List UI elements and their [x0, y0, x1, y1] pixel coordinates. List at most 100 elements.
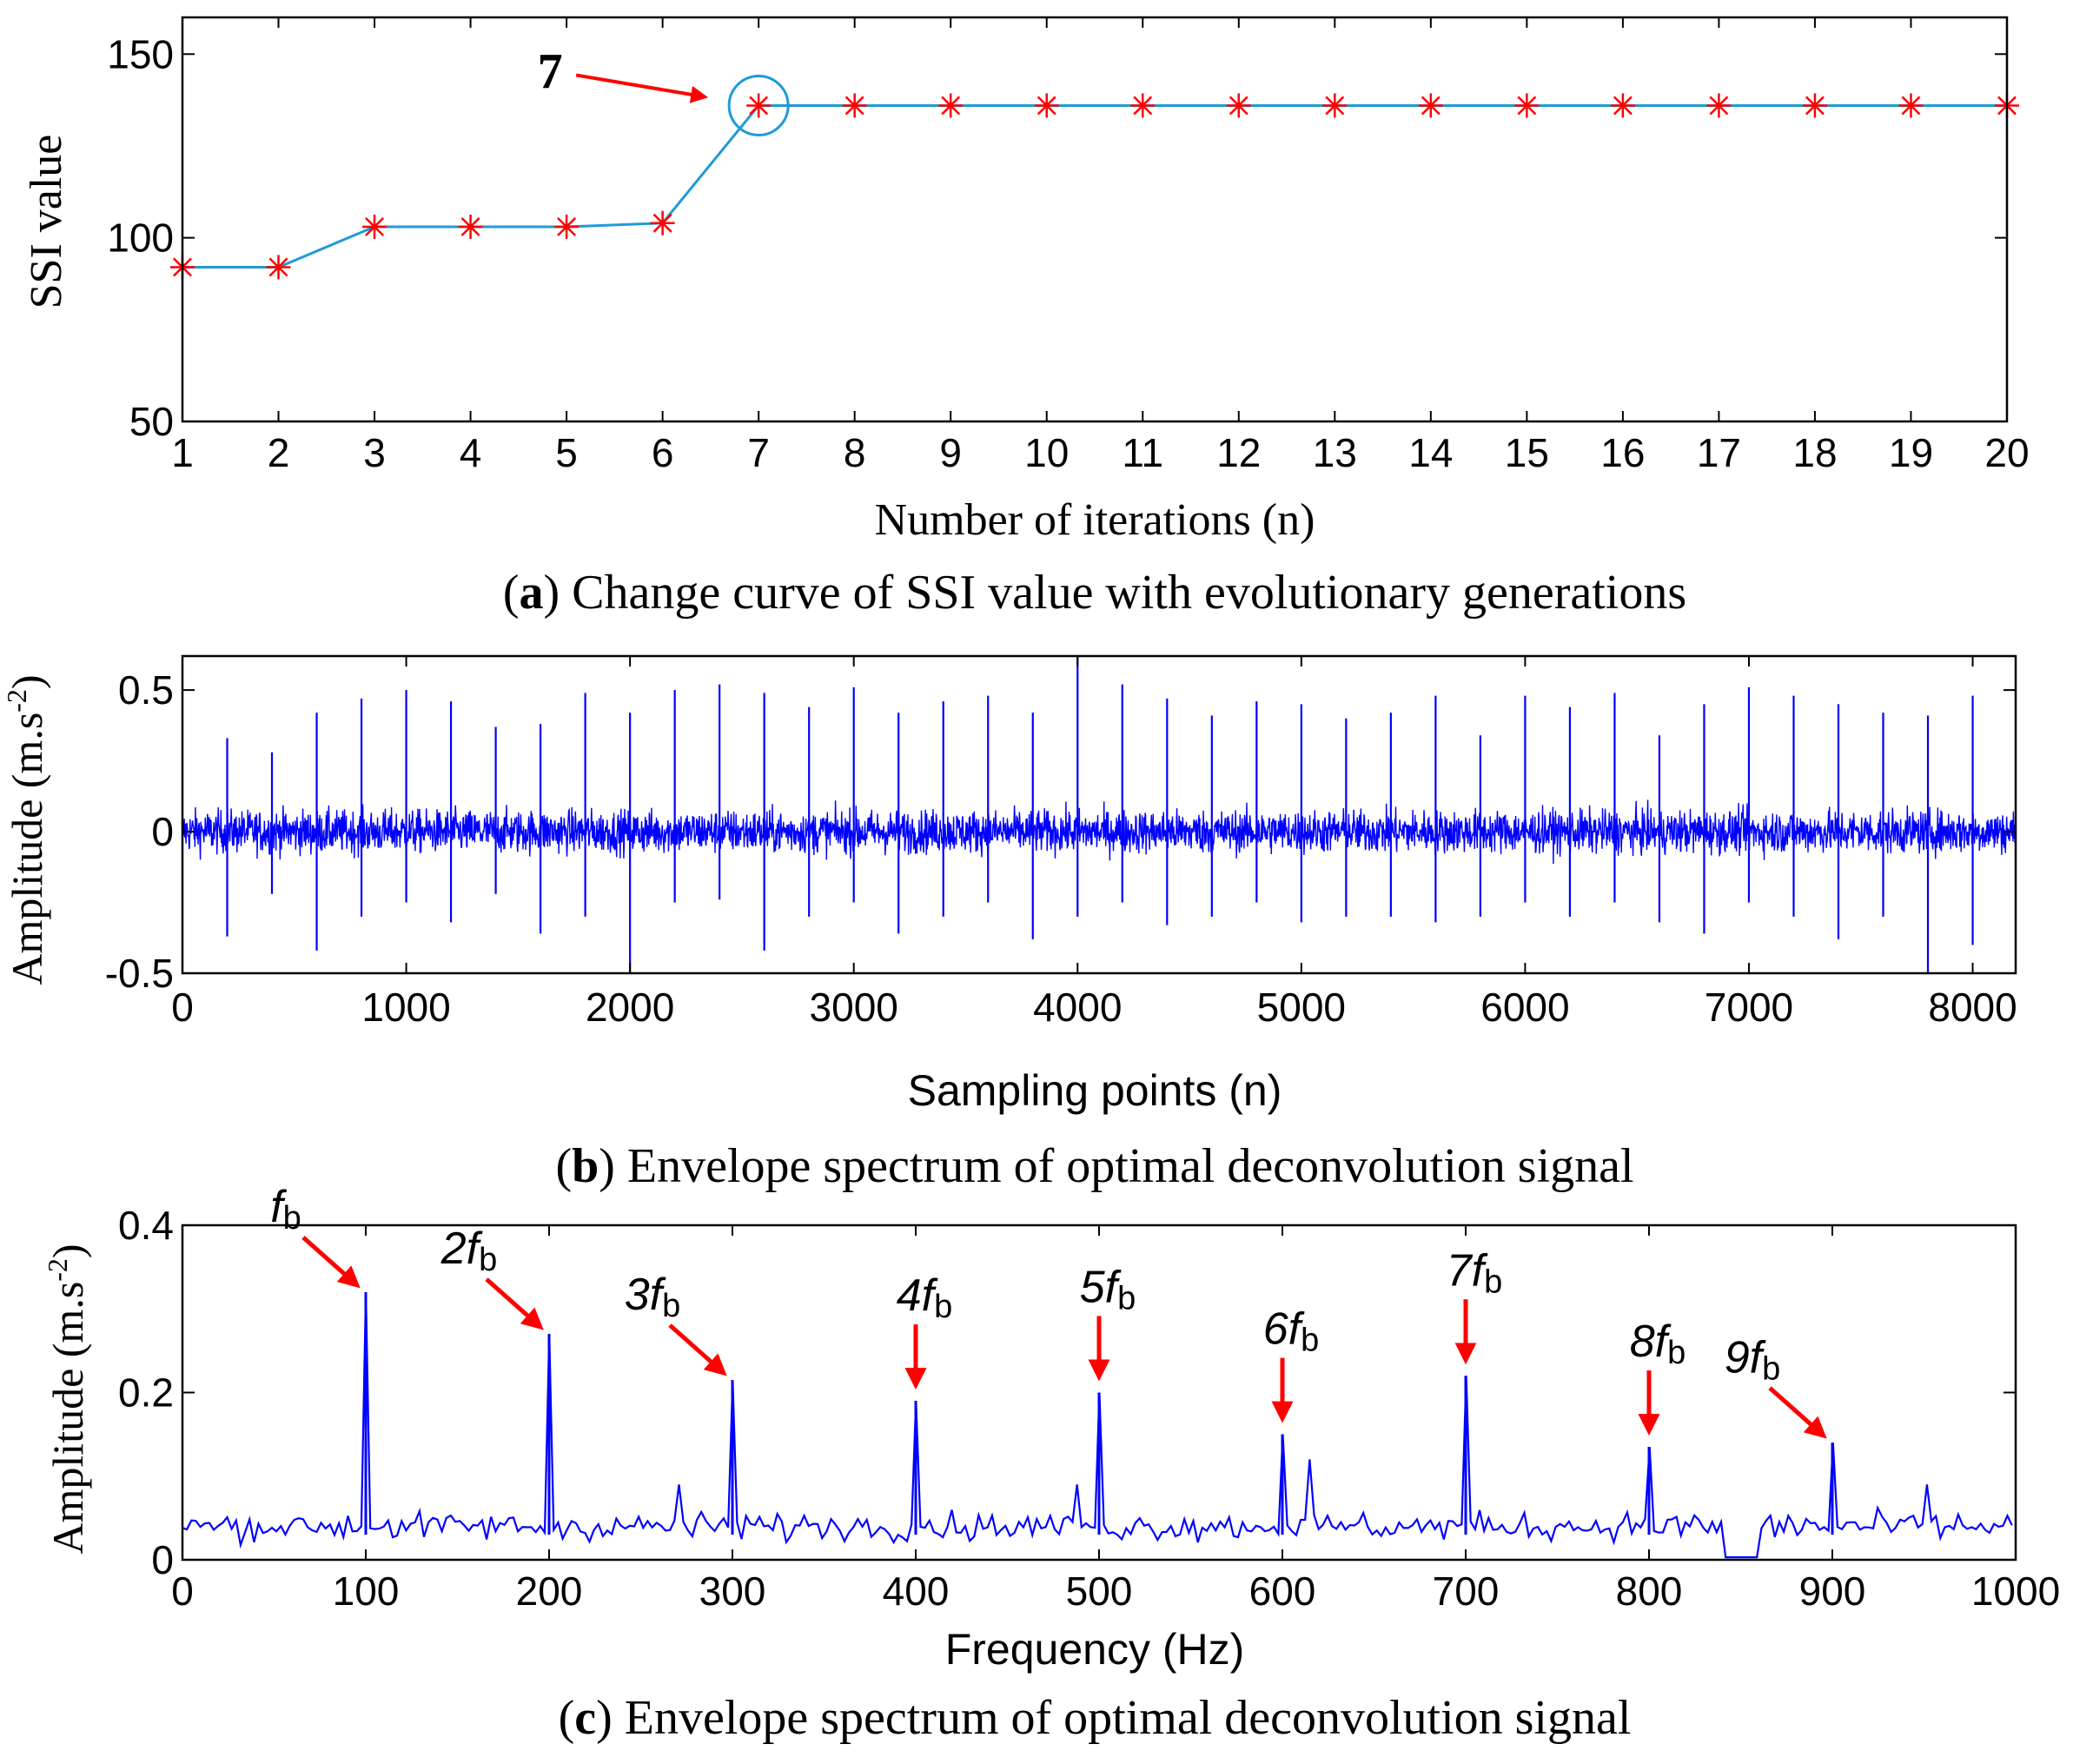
ssi-y-ticks: 50 100 150 [107, 31, 2007, 444]
ssi-point-marker [1802, 93, 1827, 118]
spectrum-y-tick-label: 0.2 [118, 1370, 174, 1416]
spectrum-x-tick-label: 900 [1799, 1568, 1866, 1614]
ssi-point-marker [1226, 93, 1251, 118]
ssi-axes-frame [181, 16, 2009, 423]
signal-y-tick-label: -0.5 [105, 951, 174, 996]
signal-x-tick-label: 5000 [1257, 985, 1346, 1030]
signal-x-tick-label: 2000 [586, 985, 674, 1030]
ssi-x-label: Number of iterations (n) [875, 495, 1315, 545]
ssi-x-tick-label: 4 [460, 430, 482, 475]
spectrum-x-tick-label: 400 [883, 1568, 950, 1614]
peak-label: 2fb [440, 1224, 498, 1278]
peak-label: 7fb [1447, 1245, 1503, 1300]
peak-label: 9fb [1725, 1332, 1781, 1387]
ssi-x-tick-label: 11 [1122, 430, 1163, 475]
spectrum-trace [182, 1291, 2013, 1559]
signal-y-tick-label: 0.5 [118, 667, 174, 713]
ssi-point-marker [1514, 93, 1540, 118]
ssi-x-tick-label: 2 [268, 430, 290, 475]
signal-x-tick-label: 7000 [1705, 985, 1793, 1030]
ssi-point-marker [362, 214, 387, 239]
signal-plot-area [182, 656, 2016, 973]
signal-noise-trace [182, 799, 2016, 865]
peak-arrow [485, 1277, 544, 1330]
ssi-point-marker [266, 255, 291, 280]
signal-x-label: Sampling points (n) [908, 1066, 1282, 1115]
spectrum-plot-area [182, 1291, 2013, 1559]
ssi-point-marker [1610, 93, 1635, 118]
spectrum-y-tick-label: 0 [151, 1537, 174, 1582]
ssi-point-marker [1418, 93, 1443, 118]
ssi-point-marker [1130, 93, 1156, 118]
spectrum-y-ticks: 0 0.2 0.4 [118, 1203, 2016, 1582]
ssi-y-tick-label: 50 [129, 399, 174, 444]
ssi-x-tick-label: 14 [1408, 430, 1453, 475]
spectrum-x-tick-label: 300 [699, 1568, 766, 1614]
signal-axes-frame [181, 654, 2017, 975]
signal-y-ticks: -0.5 0 0.5 [105, 667, 2016, 996]
ssi-point-marker [746, 93, 772, 118]
peak-arrow [301, 1236, 361, 1289]
spectrum-y-label: Amplitude (m.s-2) [42, 1243, 92, 1554]
spectrum-x-tick-label: 200 [516, 1568, 583, 1614]
peak-label: 5fb [1080, 1263, 1136, 1317]
signal-y-tick-label: 0 [151, 809, 174, 854]
spectrum-x-label: Frequency (Hz) [945, 1625, 1245, 1674]
ssi-x-tick-label: 7 [747, 430, 770, 475]
ssi-x-tick-label: 19 [1889, 430, 1933, 475]
ssi-x-tick-label: 10 [1024, 430, 1069, 475]
ssi-x-tick-label: 20 [1984, 430, 2029, 475]
peak-label: 8fb [1630, 1316, 1686, 1371]
spectrum-x-tick-label: 0 [171, 1568, 194, 1614]
ssi-point-marker [650, 210, 675, 235]
ssi-y-tick-label: 150 [107, 31, 174, 76]
ssi-x-tick-label: 17 [1697, 430, 1741, 475]
ssi-series-line [182, 103, 2007, 269]
ssi-x-ticks: 1 2 3 4 5 6 7 8 9 10 11 12 13 14 15 16 17 18 19 20 [171, 17, 2030, 475]
ssi-y-tick-label: 100 [107, 216, 174, 261]
ssi-x-tick-label: 1 [171, 430, 194, 475]
ssi-point-marker [1898, 93, 1924, 118]
optimum-arrow [575, 73, 709, 103]
spectrum-peak-annotations: fb 2fb 3fb 4fb 5fb 6fb 7fb 8fb 9fb [270, 1182, 1827, 1439]
ssi-x-tick-label: 9 [939, 430, 962, 475]
signal-x-tick-label: 1000 [361, 985, 450, 1030]
ssi-point-marker [1034, 93, 1059, 118]
panel-b: 0 1000 2000 3000 4000 5000 6000 7000 8000 -0.500… [1, 654, 2017, 1193]
signal-x-tick-label: 8000 [1928, 985, 2017, 1030]
optimum-highlight-circle [727, 74, 790, 136]
peak-label: 4fb [897, 1270, 953, 1325]
peak-label: 3fb [625, 1270, 681, 1324]
ssi-x-tick-label: 6 [652, 430, 674, 475]
spectrum-x-tick-label: 700 [1433, 1568, 1500, 1614]
spectrum-x-tick-label: 100 [333, 1568, 400, 1614]
panel-c: 0 100 200 300 400 500 600 700 800 900 1000 0 0.2 0.4… [42, 1182, 2060, 1745]
caption-a: (a) Change curve of SSI value with evolu… [503, 566, 1686, 620]
peak-label: fb [270, 1182, 301, 1237]
ssi-point-marker [1706, 93, 1732, 118]
ssi-y-label: SSI value [22, 135, 71, 309]
spectrum-x-tick-label: 1000 [1971, 1568, 2060, 1614]
signal-x-tick-label: 0 [171, 985, 194, 1030]
peak-arrow [668, 1323, 727, 1376]
signal-x-tick-label: 4000 [1033, 985, 1122, 1030]
signal-x-tick-label: 6000 [1480, 985, 1569, 1030]
peak-arrow [1768, 1386, 1827, 1439]
signal-x-tick-label: 3000 [810, 985, 898, 1030]
panel-a: 7 1 2 3 4 5 6 7 8 9 10 11 12 13 14 15 16 17 18 19 20 501001… [22, 16, 2030, 620]
spectrum-x-tick-label: 800 [1616, 1568, 1683, 1614]
spectrum-x-tick-label: 600 [1249, 1568, 1316, 1614]
ssi-x-tick-label: 12 [1216, 430, 1261, 475]
optimum-label: 7 [538, 43, 563, 99]
ssi-point-marker [938, 93, 964, 118]
ssi-x-tick-label: 18 [1792, 430, 1837, 475]
signal-x-ticks: 0 1000 2000 3000 4000 5000 6000 7000 8000 [171, 656, 2017, 1030]
ssi-x-tick-label: 5 [555, 430, 578, 475]
ssi-x-tick-label: 3 [363, 430, 386, 475]
ssi-x-tick-label: 13 [1313, 430, 1357, 475]
ssi-point-marker [554, 214, 580, 239]
ssi-x-tick-label: 8 [844, 430, 866, 475]
spectrum-y-tick-label: 0.4 [118, 1203, 174, 1248]
ssi-point-marker [842, 93, 867, 118]
